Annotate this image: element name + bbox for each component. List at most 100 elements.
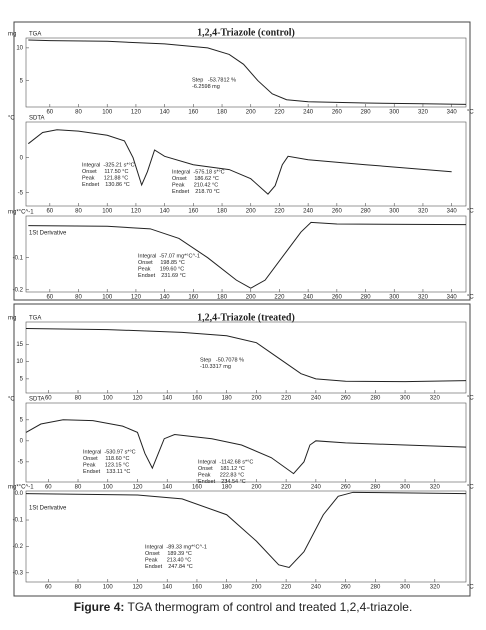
x-axis-label: °C (467, 110, 474, 116)
x-tick-label: 280 (361, 110, 372, 116)
plot-frame (25, 490, 467, 583)
annotation: -10.3317 mg (200, 364, 231, 370)
y-tick-label: -0.2 (13, 287, 24, 293)
x-tick-label: 140 (162, 396, 173, 402)
x-tick-label: 100 (103, 485, 114, 491)
x-tick-label: 180 (222, 396, 233, 402)
x-tick-label: 100 (103, 396, 114, 402)
x-tick-label: 120 (132, 485, 143, 491)
x-tick-label: 200 (246, 110, 257, 116)
annotation: Endset 130.86 °C (82, 182, 130, 188)
annotation: Endset 234.54 °C (198, 479, 246, 485)
x-axis-label: °C (467, 209, 474, 215)
x-tick-label: 140 (162, 485, 173, 491)
x-tick-label: 340 (447, 295, 458, 301)
x-tick-label: 240 (311, 585, 322, 591)
x-tick-label: 220 (274, 295, 285, 301)
y-axis-label: mg*°C^-1 (8, 485, 34, 491)
series-label: 1St Derivative (29, 506, 67, 512)
chart-title: 1,2,4-Triazole (control) (197, 27, 295, 38)
annotation: Endset 247.84 °C (145, 564, 193, 570)
x-tick-label: 80 (75, 209, 82, 215)
x-tick-label: 220 (274, 209, 285, 215)
y-tick-label: 5 (20, 78, 24, 84)
x-tick-label: 100 (102, 110, 113, 116)
plot-frame (25, 215, 467, 293)
x-tick-label: 300 (389, 209, 400, 215)
y-tick-label: -5 (18, 459, 24, 465)
annotation: -6.2598 mg (192, 84, 220, 90)
x-tick-label: 200 (246, 209, 257, 215)
x-tick-label: 240 (303, 209, 314, 215)
series-label: TGA (29, 32, 41, 38)
annotation: Integral -530.97 s*°C (83, 449, 136, 455)
x-tick-label: 240 (303, 110, 314, 116)
x-tick-label: 60 (45, 485, 52, 491)
series-label: SDTA (29, 397, 45, 403)
x-tick-label: 320 (418, 295, 429, 301)
x-tick-label: 160 (188, 295, 199, 301)
annotation: Onset 198.85 °C (138, 260, 185, 266)
y-tick-label: -0.1 (13, 518, 24, 524)
x-tick-label: 340 (447, 110, 458, 116)
annotation: Integral -89.33 mg*°C^-1 (145, 544, 207, 550)
y-tick-label: 0 (20, 438, 24, 444)
y-tick-label: 5 (20, 376, 24, 382)
annotation: Onset 118.60 °C (83, 456, 129, 462)
x-tick-label: 260 (341, 585, 352, 591)
data-line (28, 221, 467, 289)
plot-frame (25, 321, 467, 394)
x-tick-label: 80 (75, 110, 82, 116)
x-tick-label: 100 (103, 585, 114, 591)
x-tick-label: 140 (160, 110, 171, 116)
y-tick-label: 10 (16, 45, 23, 51)
x-tick-label: 200 (251, 485, 262, 491)
caption: Figure 4: TGA thermogram of control and … (74, 600, 413, 614)
panel-frame (13, 303, 471, 597)
x-tick-label: 180 (222, 485, 233, 491)
x-tick-label: 280 (370, 585, 381, 591)
x-tick-label: 140 (160, 295, 171, 301)
x-axis-label: °C (467, 585, 474, 591)
x-tick-label: 220 (281, 485, 292, 491)
y-tick-label: 10 (16, 359, 23, 365)
plot-frame (25, 121, 467, 207)
y-axis-label: mg*°C^-1 (8, 210, 34, 216)
y-axis-label: °C (8, 397, 15, 403)
series-label: 1St Derivative (29, 231, 67, 237)
x-tick-label: 300 (389, 110, 400, 116)
panel-frame (13, 21, 471, 301)
x-tick-label: 120 (132, 396, 143, 402)
x-tick-label: 180 (217, 295, 228, 301)
annotation: Onset 186.62 °C (172, 176, 219, 182)
caption-label: Figure 4: (74, 600, 125, 614)
x-tick-label: 60 (45, 585, 52, 591)
x-tick-label: 260 (341, 396, 352, 402)
data-line (28, 39, 467, 105)
x-tick-label: 320 (430, 396, 441, 402)
y-axis-label: mg (8, 32, 16, 38)
x-tick-label: 220 (274, 110, 285, 116)
x-tick-label: 160 (192, 585, 203, 591)
x-tick-label: 260 (332, 110, 343, 116)
annotation: Peak 210.42 °C (172, 182, 218, 188)
annotation: Step -50.7078 % (200, 357, 244, 363)
x-tick-label: 180 (217, 209, 228, 215)
y-tick-label: -0.3 (13, 570, 24, 576)
x-tick-label: 120 (131, 110, 142, 116)
x-tick-label: 200 (246, 295, 257, 301)
y-axis-label: °C (8, 116, 15, 122)
caption-text: TGA thermogram of control and treated 1,… (127, 600, 412, 614)
annotation: Peak 123.15 °C (83, 462, 129, 468)
x-tick-label: 300 (389, 295, 400, 301)
x-tick-label: 120 (131, 295, 142, 301)
x-tick-label: 100 (102, 209, 113, 215)
annotation: Onset 181.12 °C (198, 466, 245, 472)
plot-frame (25, 37, 467, 108)
x-tick-label: 280 (361, 209, 372, 215)
annotation: Integral -1142.68 s*°C (198, 459, 253, 465)
y-tick-label: -0.2 (13, 544, 24, 550)
x-axis-label: °C (467, 295, 474, 301)
annotation: Endset 133.11 °C (83, 469, 130, 475)
x-tick-label: 280 (370, 485, 381, 491)
